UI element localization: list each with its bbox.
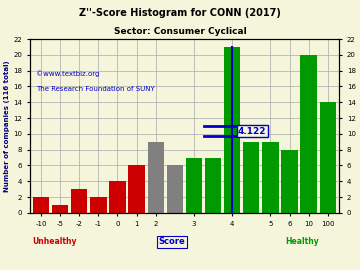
Y-axis label: Number of companies (116 total): Number of companies (116 total) (4, 60, 10, 192)
Bar (320, 102, 336, 213)
Bar (301, 55, 317, 213)
Bar (186, 158, 202, 213)
Text: Score: Score (159, 237, 185, 246)
Bar (167, 166, 183, 213)
Bar (52, 205, 68, 213)
Text: Sector: Consumer Cyclical: Sector: Consumer Cyclical (114, 27, 246, 36)
Text: Unhealthy: Unhealthy (32, 237, 77, 246)
Bar (243, 142, 260, 213)
Bar (224, 47, 240, 213)
Text: ©www.textbiz.org: ©www.textbiz.org (36, 70, 99, 77)
Bar (33, 197, 49, 213)
Bar (129, 166, 145, 213)
Bar (71, 189, 87, 213)
Bar (148, 142, 164, 213)
Text: The Research Foundation of SUNY: The Research Foundation of SUNY (36, 86, 154, 92)
Bar (205, 158, 221, 213)
Bar (109, 181, 126, 213)
Text: 4.122: 4.122 (238, 127, 266, 136)
Text: Z''-Score Histogram for CONN (2017): Z''-Score Histogram for CONN (2017) (79, 8, 281, 18)
Bar (282, 150, 298, 213)
Bar (90, 197, 107, 213)
Text: Healthy: Healthy (285, 237, 319, 246)
Bar (262, 142, 279, 213)
